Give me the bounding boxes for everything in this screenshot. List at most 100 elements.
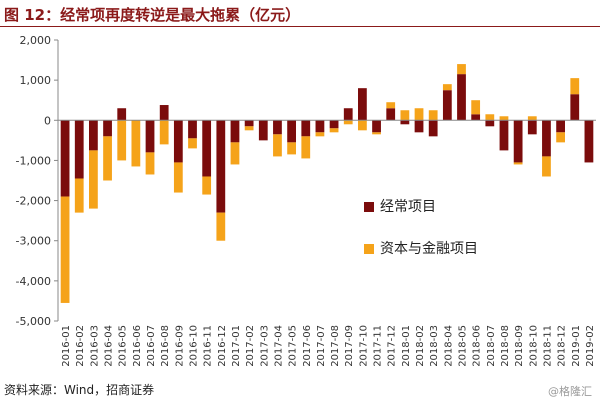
x-tick-label: 2016-01 <box>61 325 72 367</box>
bar-capital-financial-2016-03 <box>89 150 98 209</box>
x-tick-label: 2017-07 <box>316 325 327 367</box>
x-tick-label: 2017-09 <box>344 325 355 367</box>
x-tick-label: 2018-09 <box>514 325 525 367</box>
y-tick-label: -2,000 <box>16 195 51 208</box>
bar-current-account-2016-09 <box>173 120 183 163</box>
x-tick-label: 2016-09 <box>174 325 185 367</box>
x-tick-label: 2016-07 <box>146 325 157 367</box>
bar-capital-financial-2016-10 <box>188 138 197 149</box>
x-tick-label: 2016-12 <box>217 325 228 367</box>
x-axis: 2016-01 2016-02 2016-03 2016-04 2016-05 2016-… <box>58 119 596 367</box>
x-tick-label: 2016-11 <box>203 325 214 367</box>
bar-current-account-2016-12 <box>216 120 226 213</box>
watermark: @格隆汇 <box>548 385 592 398</box>
bar-current-account-2017-04 <box>273 120 282 135</box>
bar-current-account-2016-11 <box>202 120 212 177</box>
bar-capital-financial-2018-12 <box>556 132 565 143</box>
x-tick-label: 2017-04 <box>273 325 284 367</box>
x-tick-label: 2017-05 <box>288 325 299 367</box>
x-tick-label: 2018-12 <box>557 325 568 367</box>
bar-capital-financial-2018-01 <box>400 110 410 121</box>
y-tick-label: -5,000 <box>16 315 51 328</box>
bar-capital-financial-2018-09 <box>513 162 523 165</box>
x-tick-label: 2017-08 <box>330 325 341 367</box>
bar-current-account-2017-11 <box>372 120 381 133</box>
chart-title: 图 12：经常项再度转逆是最大拖累（亿元） <box>4 6 301 24</box>
x-tick-label: 2016-05 <box>118 325 129 367</box>
bar-current-account-2018-07 <box>485 120 495 127</box>
bar-capital-financial-2018-04 <box>442 84 452 91</box>
bar-capital-financial-2017-10 <box>358 120 367 131</box>
bar-capital-financial-2016-02 <box>74 178 84 213</box>
bar-current-account-2018-05 <box>457 74 466 121</box>
x-tick-label: 2018-07 <box>486 325 497 367</box>
bar-current-account-2018-12 <box>556 120 565 133</box>
x-tick-label: 2016-03 <box>89 325 100 367</box>
bar-capital-financial-2017-07 <box>315 132 325 137</box>
bar-capital-financial-2016-05 <box>117 120 127 161</box>
x-tick-label: 2017-10 <box>358 325 369 367</box>
bar-capital-financial-2017-05 <box>287 142 296 155</box>
bar-current-account-2017-01 <box>230 120 240 143</box>
x-tick-label: 2016-02 <box>75 325 86 367</box>
stacked-bar-chart: 2,000 1,000 0 -1,000 -2,000 -3,000 -4,000 -5,00… <box>16 34 596 367</box>
bar-current-account-2016-08 <box>159 105 169 121</box>
x-tick-label: 2018-01 <box>401 325 412 367</box>
x-tick-label: 2018-06 <box>472 325 483 367</box>
bar-capital-financial-2016-12 <box>216 212 226 241</box>
title-underline <box>0 26 600 27</box>
x-tick-label: 2017-12 <box>387 325 398 367</box>
bar-capital-financial-2017-09 <box>343 120 353 125</box>
x-tick-label: 2018-02 <box>415 325 426 367</box>
bar-current-account-2018-04 <box>442 90 452 121</box>
bar-current-account-2018-06 <box>471 114 481 121</box>
x-tick-label: 2019-01 <box>571 325 582 367</box>
x-tick-label: 2017-06 <box>302 325 313 367</box>
y-tick-label: 2,000 <box>20 34 52 47</box>
bar-capital-financial-2018-11 <box>542 156 551 177</box>
bar-current-account-2016-04 <box>103 120 112 137</box>
bar-current-account-2018-11 <box>542 120 551 157</box>
x-tick-label: 2017-01 <box>231 325 242 367</box>
x-tick-label: 2018-11 <box>542 325 553 367</box>
bar-capital-financial-2016-07 <box>145 152 155 175</box>
x-tick-label: 2018-08 <box>500 325 511 367</box>
bar-capital-financial-2016-09 <box>173 162 183 193</box>
bar-capital-financial-2016-11 <box>202 176 212 195</box>
y-tick-label: 0 <box>44 114 51 127</box>
bar-capital-financial-2016-01 <box>60 196 70 303</box>
bar-capital-financial-2016-06 <box>131 120 141 167</box>
bar-current-account-2016-05 <box>117 108 127 121</box>
bar-current-account-2016-10 <box>188 120 197 139</box>
bar-capital-financial-2018-07 <box>485 114 495 121</box>
bar-current-account-2018-02 <box>414 120 424 133</box>
bar-capital-financial-2017-06 <box>301 136 311 159</box>
y-tick-label: 1,000 <box>20 74 52 87</box>
bar-current-account-2016-02 <box>74 120 84 179</box>
bar-current-account-2016-07 <box>145 120 155 153</box>
bar-capital-financial-2017-04 <box>273 134 282 157</box>
y-tick-label: -4,000 <box>16 275 51 288</box>
y-tick-label: -1,000 <box>16 154 51 167</box>
bar-current-account-2017-12 <box>386 108 396 121</box>
legend-label-capital-financial: 资本与金融项目 <box>380 241 478 257</box>
bar-current-account-2018-08 <box>499 120 509 151</box>
bar-current-account-2017-10 <box>358 88 367 121</box>
bar-current-account-2018-10 <box>527 120 537 135</box>
bar-capital-financial-2018-02 <box>414 108 424 121</box>
bar-current-account-2019-01 <box>570 94 580 121</box>
legend-swatch-capital-financial <box>364 244 374 254</box>
bar-capital-financial-2018-08 <box>499 116 509 121</box>
bar-capital-financial-2016-04 <box>103 136 112 181</box>
bar-capital-financial-2017-11 <box>372 132 381 135</box>
bar-current-account-2017-05 <box>287 120 296 143</box>
bar-current-account-2018-01 <box>400 120 410 125</box>
bar-current-account-2016-03 <box>89 120 98 151</box>
bar-current-account-2017-02 <box>244 120 254 127</box>
bars <box>60 64 594 303</box>
bar-capital-financial-2018-05 <box>457 64 466 75</box>
x-tick-label: 2016-10 <box>189 325 200 367</box>
y-axis: 2,000 1,000 0 -1,000 -2,000 -3,000 -4,000 -5,00… <box>16 34 59 328</box>
x-tick-label: 2017-02 <box>245 325 256 367</box>
